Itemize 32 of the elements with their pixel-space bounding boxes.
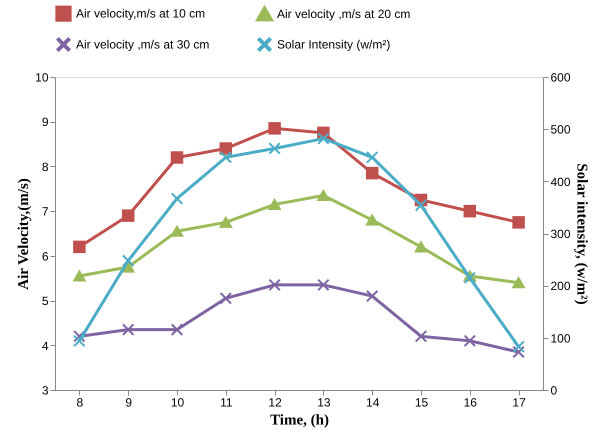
y2-tick-label: 0 [550,384,558,398]
x-tick-label: 13 [317,396,331,410]
y2-tick-label: 300 [550,227,571,241]
y-tick-label: 8 [42,160,49,174]
y-tick-label: 4 [42,338,49,353]
legend-label: Air velocity ,m/s at 20 cm [277,7,410,22]
legend-label: Solar Intensity (w/m²) [277,38,390,52]
x-tick-label: 10 [170,396,184,410]
y-tick-label: 5 [42,294,49,308]
x-tick-label: 16 [464,396,478,410]
y2-axis-title: Solar intensity, (w/m²) [574,163,590,305]
legend-label: Air velocity,m/s at 10 cm [76,6,206,21]
x-tick-label: 17 [512,396,526,410]
x-tick-label: 12 [268,396,282,410]
y-tick-label: 7 [42,204,49,219]
x-tick-label: 9 [125,396,132,410]
y-axis-title: Air Velocity,(m/s) [16,178,32,290]
x-tick-label: 11 [220,396,233,410]
x-tick-label: 8 [76,396,84,410]
x-tick-label: 14 [366,396,380,410]
y2-tick-label: 200 [550,279,571,294]
y2-tick-label: 600 [550,70,571,84]
y-tick-label: 3 [42,384,49,398]
y2-tick-label: 500 [550,122,571,137]
y-tick-label: 9 [42,115,49,130]
legend-label: Air velocity ,m/s at 30 cm [76,38,210,52]
y-tick-label: 10 [35,70,49,84]
x-tick-label: 15 [414,396,428,410]
x-axis-title: Time, (h) [270,412,329,428]
y-tick-label: 6 [42,249,49,264]
y2-tick-label: 100 [550,331,571,346]
y2-tick-label: 400 [550,174,571,189]
